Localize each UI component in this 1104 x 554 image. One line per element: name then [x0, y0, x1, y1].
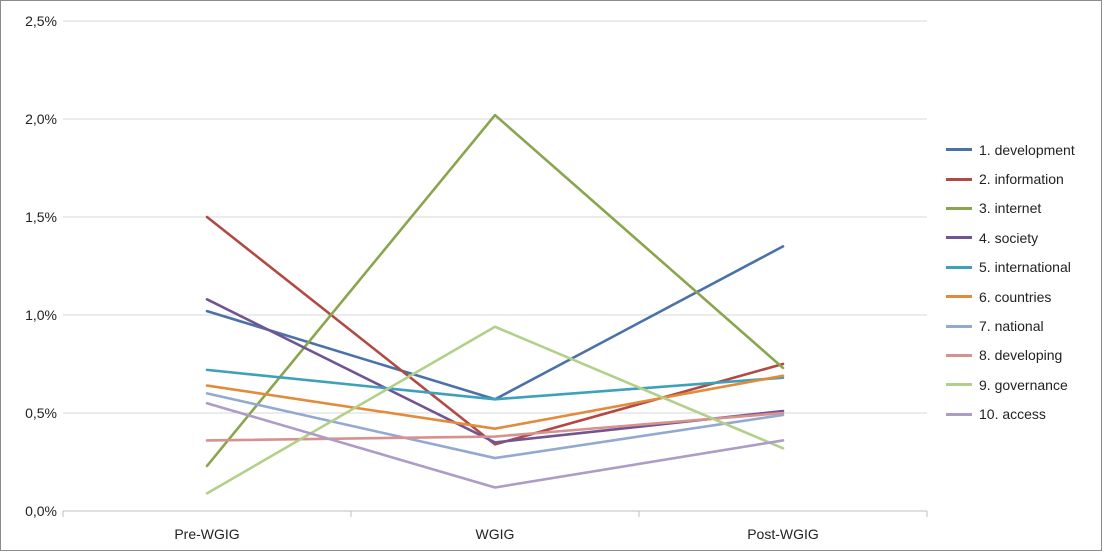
legend-label: 2. information [979, 171, 1064, 188]
legend-label: 6. countries [979, 288, 1052, 305]
y-tick-label: 1,5% [25, 209, 57, 225]
series-line-6 [205, 374, 785, 430]
legend-item: 9. governance [946, 370, 1096, 399]
legend-label: 10. access [979, 406, 1046, 423]
y-tick-label: 0,0% [25, 503, 57, 519]
legend-item: 8. developing [946, 341, 1096, 370]
legend-swatch [946, 265, 972, 269]
legend-item: 6. countries [946, 282, 1096, 311]
legend-item: 3. internet [946, 194, 1096, 223]
gridlines [63, 20, 927, 414]
x-tick-label: WGIG [476, 526, 515, 542]
series-line-3 [205, 113, 785, 468]
series-line-5 [205, 368, 785, 401]
y-tick-label: 1,0% [25, 307, 57, 323]
x-axis [62, 510, 928, 517]
legend-item: 10. access [946, 400, 1096, 429]
series-line-1 [205, 245, 785, 401]
legend-swatch [946, 236, 972, 240]
legend-item: 7. national [946, 311, 1096, 340]
legend-item: 4. society [946, 223, 1096, 252]
legend-swatch [946, 353, 972, 357]
legend-item: 2. information [946, 164, 1096, 193]
legend: 1. development 2. information 3. internet 4… [946, 135, 1096, 429]
legend-label: 7. national [979, 318, 1044, 335]
x-tick-label: Post-WGIG [747, 526, 819, 542]
y-tick-label: 2,0% [25, 111, 57, 127]
y-tick-label: 0,5% [25, 405, 57, 421]
legend-swatch [946, 383, 972, 387]
series-line-7 [205, 392, 785, 460]
legend-swatch [946, 412, 972, 416]
y-tick-label: 2,5% [25, 13, 57, 29]
legend-swatch [946, 206, 972, 210]
legend-swatch [946, 148, 972, 152]
legend-swatch [946, 177, 972, 181]
legend-swatch [946, 324, 972, 328]
x-axis-tick-labels: Pre-WGIG WGIG Post-WGIG [174, 526, 818, 542]
legend-label: 1. development [979, 141, 1075, 158]
legend-label: 9. governance [979, 376, 1068, 393]
series-lines [205, 113, 785, 495]
series-line-2 [205, 215, 785, 446]
legend-label: 3. internet [979, 200, 1042, 217]
legend-label: 4. society [979, 229, 1039, 246]
series-line-10 [205, 401, 785, 489]
legend-item: 1. development [946, 135, 1096, 164]
y-axis-tick-labels: 0,0% 0,5% 1,0% 1,5% 2,0% 2,5% [25, 13, 57, 519]
legend-label: 5. international [979, 259, 1071, 276]
legend-label: 8. developing [979, 347, 1063, 364]
legend-swatch [946, 295, 972, 299]
legend-item: 5. international [946, 253, 1096, 282]
series-line-9 [205, 325, 785, 495]
x-tick-label: Pre-WGIG [174, 526, 239, 542]
